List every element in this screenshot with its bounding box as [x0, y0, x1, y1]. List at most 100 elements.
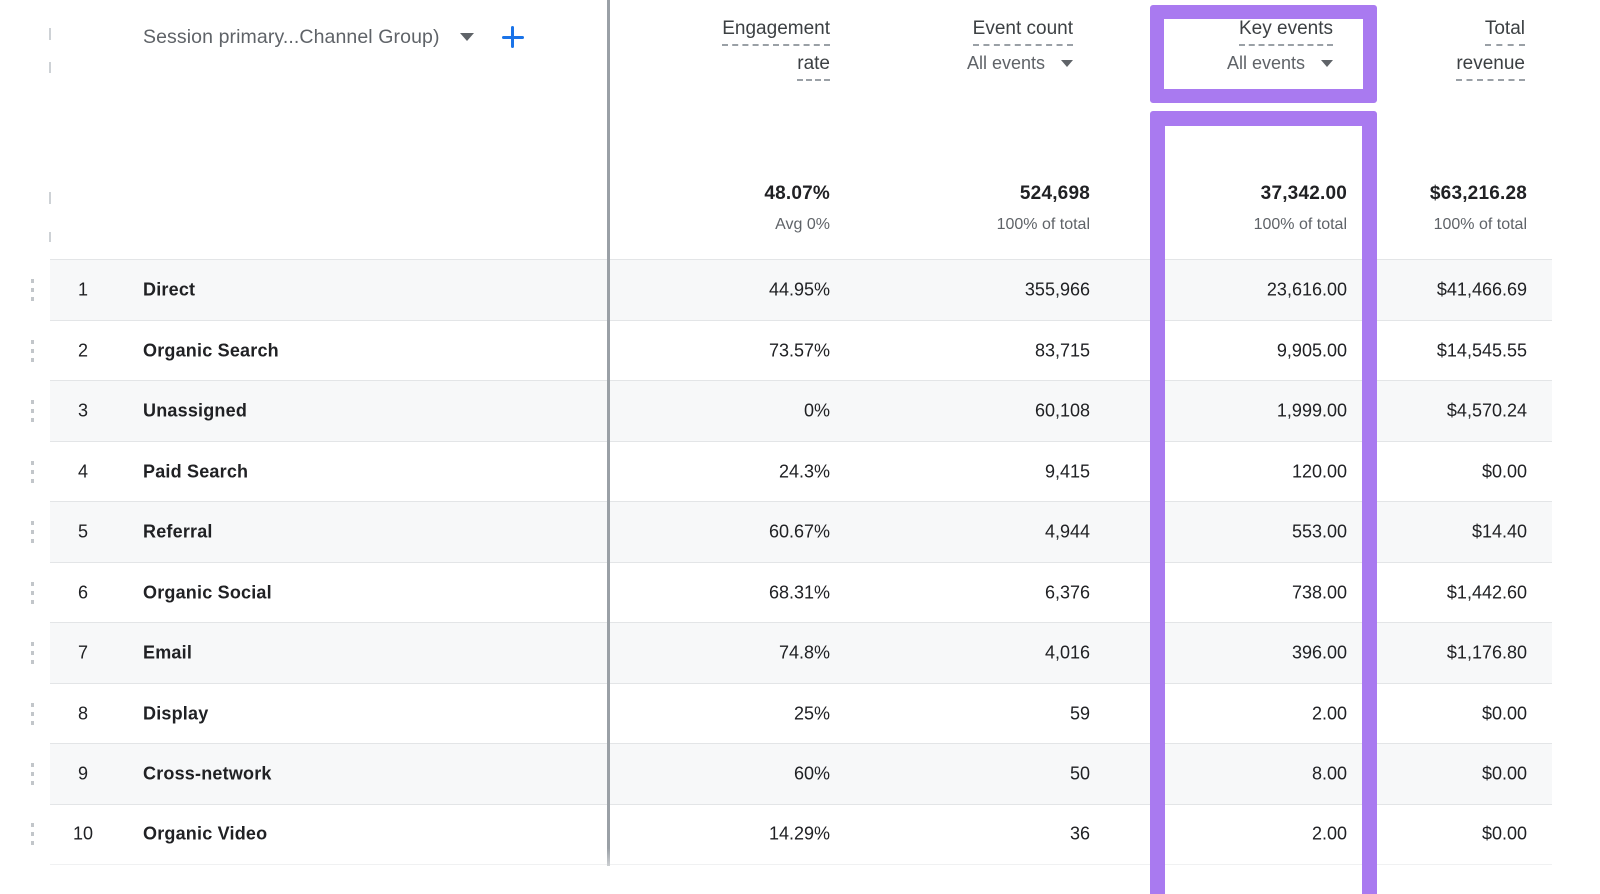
engagement-rate-value: 73.57% — [768, 340, 830, 360]
summary-value: 524,698 — [1019, 183, 1090, 204]
row-index: 5 — [77, 521, 88, 542]
channel-name: Organic Search — [143, 340, 279, 360]
event-count-value: 83,715 — [1034, 340, 1090, 360]
row-index: 10 — [72, 823, 94, 844]
row-index: 7 — [77, 642, 88, 663]
column-title: Total — [1484, 18, 1525, 46]
dimension-selector-label: Session primary...Channel Group) — [143, 25, 440, 48]
row-drag-dots-icon — [31, 279, 34, 301]
row-index: 8 — [77, 703, 88, 723]
column-title: rate — [797, 53, 830, 81]
column-title: Key events — [1239, 18, 1333, 46]
table-row: 8 Display 25% 59 2.00 $0.00 — [31, 682, 1552, 744]
total-revenue-value: $14,545.55 — [1436, 340, 1527, 360]
row-index: 1 — [77, 279, 88, 300]
row-index: 9 — [77, 763, 88, 784]
event-count-value: 36 — [1069, 823, 1090, 844]
channel-name: Referral — [143, 521, 213, 542]
total-revenue-value: $41,466.69 — [1436, 279, 1527, 300]
channel-name: Paid Search — [143, 461, 249, 481]
engagement-rate-value: 14.29% — [768, 823, 830, 844]
engagement-rate-value: 25% — [793, 703, 830, 723]
table-row: 2 Organic Search 73.57% 83,715 9,905.00 … — [31, 319, 1552, 381]
engagement-rate-value: 68.31% — [768, 582, 830, 602]
row-drag-dots-icon — [31, 339, 34, 362]
dimension-selector-dropdown[interactable]: Session primary...Channel Group) — [143, 20, 524, 54]
chevron-down-icon — [459, 33, 474, 41]
bottom-fade-overlay — [0, 848, 1600, 894]
column-title: Engagement — [722, 18, 830, 46]
summary-subtext: 100% of total — [1253, 216, 1347, 233]
key-events-value: 2.00 — [1311, 703, 1347, 723]
column-title: revenue — [1456, 53, 1525, 81]
summary-value: 48.07% — [764, 183, 830, 204]
column-header-engagement-rate[interactable]: Engagement rate — [722, 18, 830, 88]
key-events-value: 120.00 — [1291, 461, 1347, 481]
summary-total-revenue: $63,216.28 100% of total — [1430, 183, 1527, 234]
row-drag-dots-icon — [31, 400, 34, 422]
engagement-rate-value: 24.3% — [778, 461, 830, 481]
table-row: 1 Direct 44.95% 355,966 23,616.00 $41,46… — [31, 259, 1552, 320]
total-revenue-value: $4,570.24 — [1446, 400, 1527, 421]
engagement-rate-value: 74.8% — [778, 642, 830, 663]
row-drag-dots-icon — [31, 642, 34, 664]
key-events-value: 2.00 — [1311, 823, 1347, 844]
total-revenue-value: $0.00 — [1481, 461, 1527, 481]
key-events-value: 1,999.00 — [1276, 400, 1347, 421]
key-events-all-events-dropdown[interactable]: All events — [1227, 53, 1333, 74]
row-drag-dots-icon — [31, 460, 34, 483]
event-count-value: 4,944 — [1044, 521, 1090, 542]
key-events-value: 553.00 — [1291, 521, 1347, 542]
row-drag-dots-icon — [31, 823, 34, 845]
summary-subtext: 100% of total — [1433, 216, 1527, 233]
column-header-total-revenue[interactable]: Total revenue — [1456, 18, 1525, 88]
key-events-value: 23,616.00 — [1266, 279, 1347, 300]
event-count-all-events-dropdown[interactable]: All events — [967, 53, 1073, 74]
event-count-value: 59 — [1069, 703, 1090, 723]
channel-name: Direct — [143, 279, 196, 300]
chevron-down-icon — [1321, 60, 1333, 67]
summary-value: 37,342.00 — [1260, 183, 1347, 204]
frozen-column-divider — [607, 0, 610, 866]
event-count-value: 6,376 — [1044, 582, 1090, 602]
row-drag-dots-icon — [31, 702, 34, 725]
column-header-key-events[interactable]: Key events All events — [1227, 18, 1333, 74]
total-revenue-value: $14.40 — [1471, 521, 1527, 542]
table-row: 3 Unassigned 0% 60,108 1,999.00 $4,570.2… — [31, 380, 1552, 441]
clipped-edge-mark — [49, 28, 51, 40]
add-dimension-button[interactable] — [501, 26, 524, 48]
engagement-rate-value: 44.95% — [768, 279, 830, 300]
summary-engagement-rate: 48.07% Avg 0% — [764, 183, 830, 234]
row-index: 2 — [77, 340, 88, 360]
channel-name: Organic Video — [143, 823, 268, 844]
column-header-event-count[interactable]: Event count All events — [967, 18, 1073, 74]
total-revenue-value: $0.00 — [1481, 823, 1527, 844]
channel-name: Organic Social — [143, 582, 272, 602]
channel-name: Unassigned — [143, 400, 248, 421]
row-drag-dots-icon — [31, 763, 34, 785]
key-events-value: 8.00 — [1311, 763, 1347, 784]
summary-subtext: 100% of total — [996, 216, 1090, 233]
total-revenue-value: $0.00 — [1481, 763, 1527, 784]
table-row: 9 Cross-network 60% 50 8.00 $0.00 — [31, 743, 1552, 804]
total-revenue-value: $0.00 — [1481, 703, 1527, 723]
event-count-value: 9,415 — [1044, 461, 1090, 481]
chevron-down-icon — [1061, 60, 1073, 67]
event-count-value: 60,108 — [1034, 400, 1090, 421]
event-count-value: 50 — [1069, 763, 1090, 784]
channel-name: Display — [143, 703, 209, 723]
table-row: 5 Referral 60.67% 4,944 553.00 $14.40 — [31, 501, 1552, 562]
row-index: 3 — [77, 400, 88, 421]
row-drag-dots-icon — [31, 581, 34, 604]
dropdown-value: All events — [966, 53, 1045, 73]
column-title: Event count — [972, 18, 1073, 46]
total-revenue-value: $1,176.80 — [1446, 642, 1527, 663]
channel-name: Cross-network — [143, 763, 272, 784]
summary-subtext: Avg 0% — [775, 216, 830, 233]
key-events-value: 396.00 — [1291, 642, 1347, 663]
summary-value: $63,216.28 — [1429, 183, 1527, 204]
row-index: 6 — [77, 582, 88, 602]
summary-event-count: 524,698 100% of total — [997, 183, 1090, 234]
